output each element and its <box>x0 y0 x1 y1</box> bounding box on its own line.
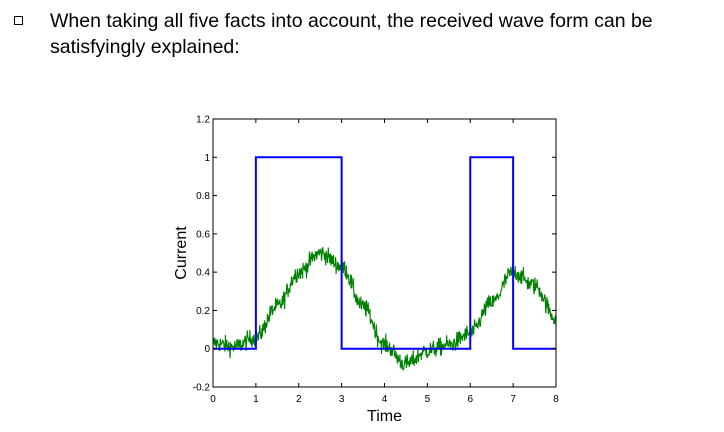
y-tick-label: 0.8 <box>196 191 210 202</box>
tick-layer: 0 1 2 3 4 5 6 7 8-0.200.20.40.60.811.2 <box>193 115 559 406</box>
y-tick-label: 1 <box>204 153 210 164</box>
y-tick-label: 0.6 <box>196 229 210 240</box>
y-tick-label: 1.2 <box>196 115 210 126</box>
x-tick-label: 5 <box>425 394 431 405</box>
x-tick-label: 0 <box>210 394 216 405</box>
x-tick-label: 8 <box>553 394 559 405</box>
x-tick-label: 7 <box>510 394 516 405</box>
series-layer <box>212 156 557 371</box>
series-step-signal <box>213 156 556 350</box>
plot-area <box>213 119 556 387</box>
y-tick-label: 0.4 <box>196 268 210 279</box>
square-bullet-icon <box>14 16 23 25</box>
x-tick-label: 4 <box>382 394 388 405</box>
x-tick-label: 1 <box>253 394 259 405</box>
bullet-text: When taking all five facts into account,… <box>50 10 653 58</box>
y-axis-label: Current <box>173 226 190 280</box>
series-noisy-signal <box>212 247 557 371</box>
x-tick-label: 2 <box>296 394 302 405</box>
x-tick-label: 3 <box>339 394 345 405</box>
y-tick-label: -0.2 <box>193 383 211 394</box>
x-tick-label: 6 <box>467 394 473 405</box>
x-axis-label: Time <box>367 408 402 425</box>
y-tick-label: 0 <box>204 344 210 355</box>
y-tick-label: 0.2 <box>196 306 210 317</box>
